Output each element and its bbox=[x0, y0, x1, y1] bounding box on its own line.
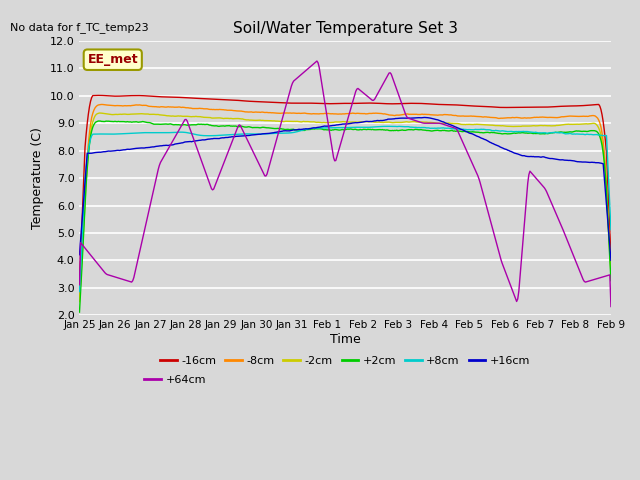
-2cm bbox=[467, 122, 475, 128]
+8cm bbox=[300, 127, 307, 133]
+2cm bbox=[607, 278, 615, 284]
-16cm bbox=[76, 276, 83, 282]
+2cm bbox=[242, 124, 250, 130]
-8cm bbox=[467, 113, 475, 119]
-2cm bbox=[374, 120, 382, 125]
+8cm bbox=[241, 131, 248, 137]
-8cm bbox=[76, 294, 83, 300]
+64cm bbox=[607, 304, 615, 310]
-8cm bbox=[242, 109, 250, 115]
+64cm bbox=[399, 106, 407, 111]
-8cm bbox=[98, 102, 106, 108]
Line: -16cm: -16cm bbox=[79, 96, 611, 279]
-8cm bbox=[607, 266, 615, 272]
+2cm bbox=[301, 128, 308, 133]
Y-axis label: Temperature (C): Temperature (C) bbox=[31, 127, 44, 229]
-16cm bbox=[467, 103, 475, 109]
-16cm bbox=[559, 103, 567, 109]
Text: No data for f_TC_temp23: No data for f_TC_temp23 bbox=[10, 22, 149, 33]
Text: EE_met: EE_met bbox=[88, 53, 138, 66]
Line: +64cm: +64cm bbox=[79, 61, 611, 307]
Line: +8cm: +8cm bbox=[79, 126, 611, 291]
Line: +2cm: +2cm bbox=[79, 121, 611, 312]
-16cm bbox=[97, 93, 104, 98]
+8cm bbox=[373, 124, 381, 130]
+8cm bbox=[399, 124, 407, 130]
+8cm bbox=[607, 227, 615, 232]
+64cm bbox=[76, 282, 83, 288]
-2cm bbox=[76, 299, 83, 304]
-2cm bbox=[242, 117, 250, 122]
Legend: +64cm: +64cm bbox=[140, 371, 211, 389]
-8cm bbox=[374, 110, 382, 116]
+64cm bbox=[241, 132, 248, 138]
+16cm bbox=[467, 131, 475, 136]
+2cm bbox=[95, 118, 102, 124]
+16cm bbox=[300, 126, 307, 132]
-16cm bbox=[399, 101, 407, 107]
-2cm bbox=[399, 120, 407, 125]
+2cm bbox=[374, 127, 382, 132]
Line: +16cm: +16cm bbox=[79, 118, 611, 260]
-2cm bbox=[301, 119, 308, 124]
-8cm bbox=[399, 112, 407, 118]
+64cm bbox=[559, 228, 567, 233]
-16cm bbox=[301, 100, 308, 106]
Title: Soil/Water Temperature Set 3: Soil/Water Temperature Set 3 bbox=[233, 21, 458, 36]
-16cm bbox=[242, 98, 250, 104]
+16cm bbox=[399, 115, 406, 121]
-2cm bbox=[95, 110, 103, 116]
-16cm bbox=[607, 254, 615, 260]
+16cm bbox=[420, 115, 428, 120]
+8cm bbox=[467, 127, 475, 132]
+8cm bbox=[559, 130, 567, 136]
-8cm bbox=[301, 110, 308, 116]
+16cm bbox=[559, 157, 567, 163]
+16cm bbox=[241, 133, 248, 139]
X-axis label: Time: Time bbox=[330, 333, 360, 346]
-8cm bbox=[559, 114, 567, 120]
+2cm bbox=[467, 129, 475, 135]
+2cm bbox=[76, 309, 83, 315]
Line: -8cm: -8cm bbox=[79, 105, 611, 297]
Line: -2cm: -2cm bbox=[79, 113, 611, 301]
+64cm bbox=[467, 158, 475, 164]
+2cm bbox=[559, 130, 567, 135]
+8cm bbox=[76, 288, 83, 294]
+16cm bbox=[607, 257, 615, 263]
-2cm bbox=[607, 270, 615, 276]
+2cm bbox=[399, 127, 407, 133]
+16cm bbox=[76, 252, 83, 258]
+64cm bbox=[374, 90, 382, 96]
+16cm bbox=[373, 118, 381, 123]
+8cm bbox=[384, 123, 392, 129]
-16cm bbox=[374, 100, 382, 106]
-2cm bbox=[559, 122, 567, 128]
+64cm bbox=[300, 70, 307, 75]
+64cm bbox=[313, 58, 321, 64]
